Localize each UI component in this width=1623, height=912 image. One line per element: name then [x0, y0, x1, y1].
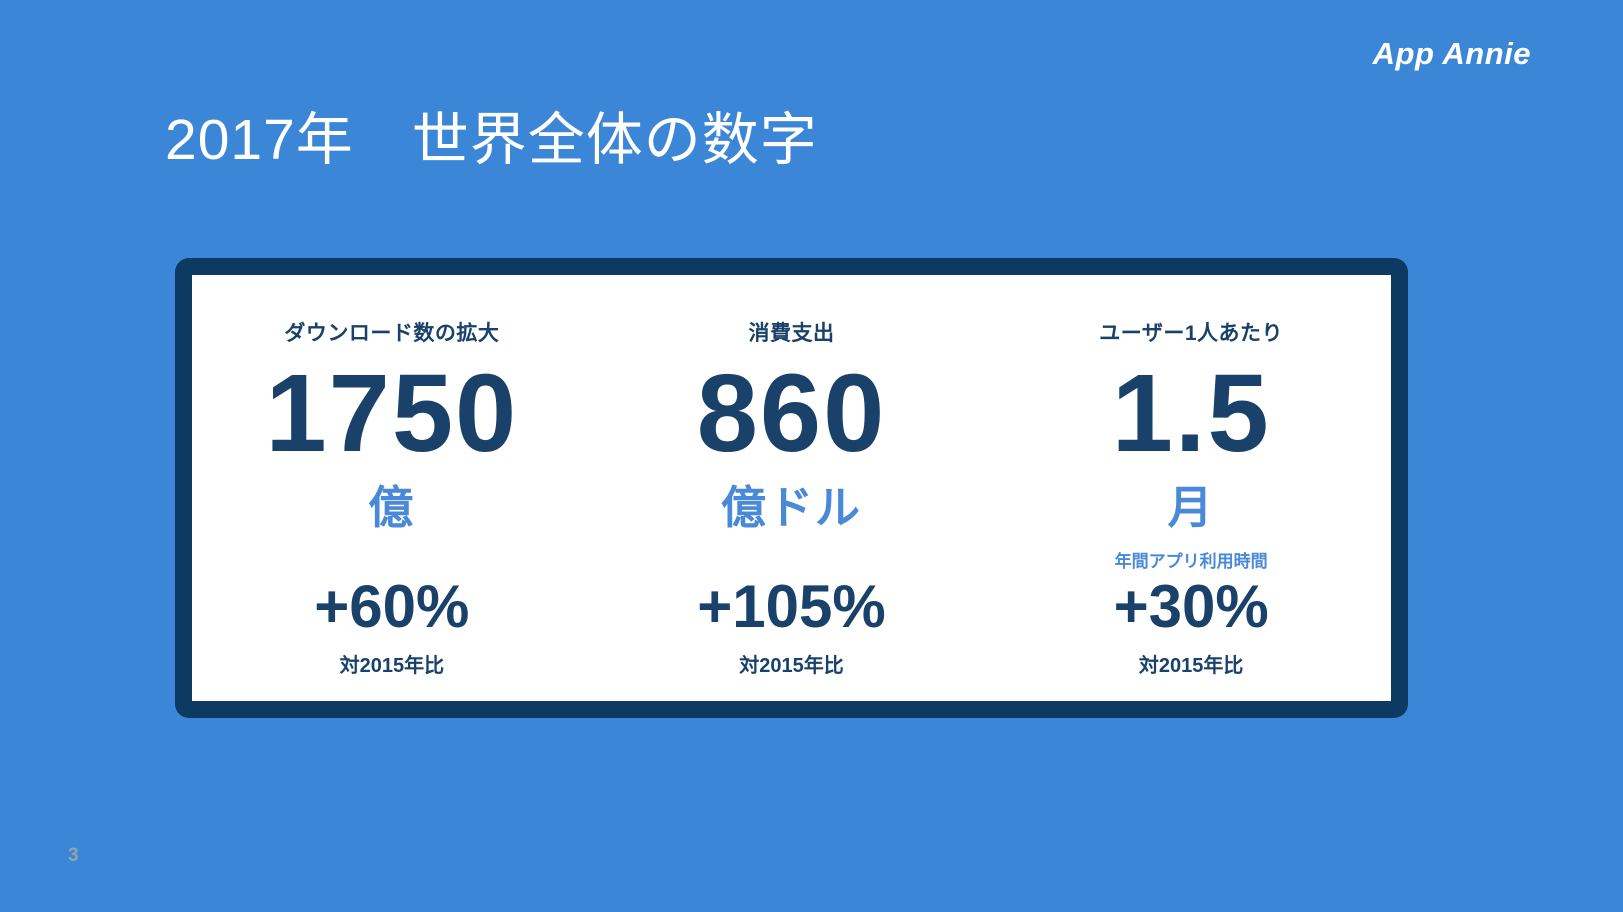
stat-label: ダウンロード数の拡大 — [284, 322, 500, 345]
stat-basis: 対2015年比 — [1138, 655, 1244, 677]
page-number: 3 — [68, 845, 79, 866]
stat-consumer-spend: 消費支出 860 億ドル +105% 対2015年比 — [592, 317, 992, 701]
stat-label: ユーザー1人あたり — [1099, 322, 1284, 345]
stat-time-per-user: ユーザー1人あたり 1.5 月 年間アプリ利用時間 +30% 対2015年比 — [991, 317, 1391, 701]
stat-unit: 億ドル — [721, 482, 863, 533]
stat-basis: 対2015年比 — [739, 655, 844, 677]
app-annie-logo: App Annie — [1372, 36, 1531, 71]
stat-unit: 月 — [1167, 482, 1215, 533]
stat-value: 860 — [696, 352, 887, 475]
stats-card: ダウンロード数の拡大 1750 億 +60% 対2015年比 消費支出 860 … — [175, 258, 1408, 718]
stat-unit: 億 — [368, 482, 416, 533]
slide-title: 2017年 世界全体の数字 — [165, 108, 818, 172]
stat-basis: 対2015年比 — [339, 655, 445, 677]
stat-downloads: ダウンロード数の拡大 1750 億 +60% 対2015年比 — [192, 317, 592, 701]
stat-value: 1.5 — [1111, 352, 1271, 475]
stat-change: +60% — [314, 573, 470, 640]
stat-subnote: 年間アプリ利用時間 — [1114, 552, 1268, 571]
stat-change: +30% — [1113, 573, 1269, 640]
stat-label: 消費支出 — [748, 322, 835, 345]
stat-value: 1750 — [265, 352, 519, 475]
stat-change: +105% — [697, 573, 886, 640]
